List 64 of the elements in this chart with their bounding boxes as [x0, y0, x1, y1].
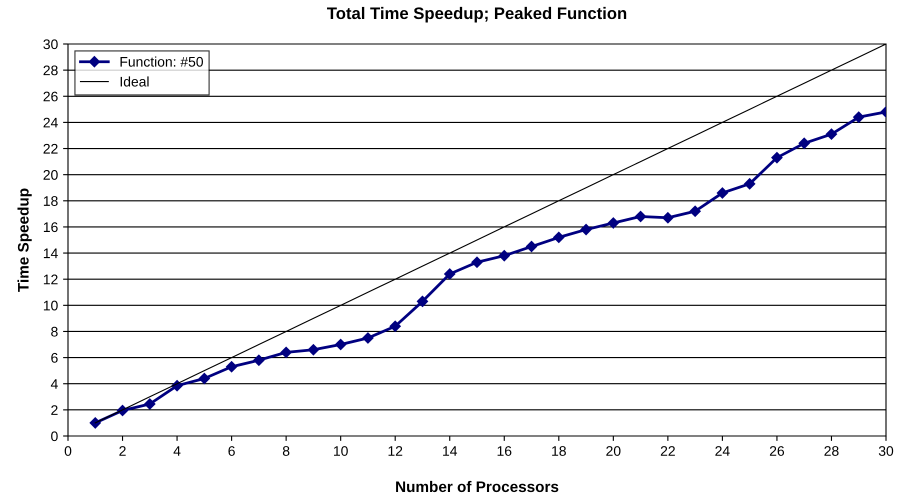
- x-tick-label: 4: [174, 446, 181, 456]
- point: [826, 128, 838, 140]
- y-tick-label: 24: [44, 118, 58, 128]
- y-tick-label: 10: [44, 300, 58, 311]
- x-tick-label: 22: [660, 446, 675, 456]
- point: [390, 320, 401, 332]
- legend-label: Ideal: [120, 76, 149, 87]
- y-tick-label: 6: [51, 352, 58, 363]
- x-tick-label: 12: [388, 446, 402, 456]
- x-tick-label: 26: [770, 446, 784, 456]
- y-tick-label: 30: [43, 39, 58, 50]
- y-tick-label: 16: [44, 222, 58, 232]
- y-tick-label: 2: [51, 405, 58, 415]
- y-tick-label: 26: [44, 92, 58, 102]
- x-tick-label: 14: [443, 446, 458, 456]
- chart-title: Total Time Speedup; Peaked Function: [327, 6, 626, 22]
- point: [280, 346, 292, 358]
- point: [744, 178, 756, 190]
- point: [662, 212, 674, 224]
- point: [362, 332, 374, 344]
- x-axis-title: Number of Processors: [396, 480, 558, 492]
- y-tick-label: 28: [44, 65, 58, 76]
- x-tick-label: 30: [878, 446, 894, 456]
- x-tick-label: 6: [228, 446, 235, 456]
- x-tick-label: 8: [282, 446, 290, 456]
- point: [580, 224, 592, 236]
- point: [634, 210, 646, 222]
- point: [471, 256, 483, 268]
- x-tick-label: 18: [552, 446, 566, 456]
- point: [144, 398, 156, 410]
- point: [608, 217, 619, 229]
- point: [553, 232, 564, 243]
- point: [690, 206, 701, 217]
- point: [716, 187, 728, 199]
- point: [853, 112, 864, 123]
- y-tick-label: 18: [44, 196, 58, 206]
- point: [308, 344, 320, 356]
- point: [198, 372, 210, 384]
- point: [498, 250, 510, 262]
- y-tick-label: 22: [44, 144, 58, 154]
- x-tick-label: 28: [824, 446, 839, 456]
- y-tick-label: 14: [44, 248, 58, 258]
- y-tick-label: 12: [44, 274, 58, 284]
- x-tick-label: 16: [498, 446, 512, 456]
- point: [90, 417, 101, 429]
- y-tick-label: 0: [51, 431, 58, 442]
- y-tick-label: 8: [51, 326, 58, 337]
- x-tick-label: 20: [606, 446, 621, 456]
- point: [335, 338, 346, 350]
- point: [444, 268, 456, 280]
- legend-label: Function: #50: [120, 56, 204, 67]
- x-tick-label: 0: [64, 446, 72, 456]
- y-tick-label: 20: [44, 170, 58, 180]
- point: [798, 138, 810, 149]
- point: [226, 361, 238, 372]
- point: [416, 296, 428, 308]
- x-tick-label: 2: [119, 446, 126, 456]
- x-tick-label: 10: [334, 446, 348, 456]
- point: [771, 152, 783, 164]
- y-axis-title: Time Speedup: [17, 188, 32, 292]
- x-tick-label: 24: [715, 446, 730, 456]
- point: [526, 240, 538, 252]
- point: [253, 354, 264, 366]
- y-tick-label: 4: [50, 379, 58, 389]
